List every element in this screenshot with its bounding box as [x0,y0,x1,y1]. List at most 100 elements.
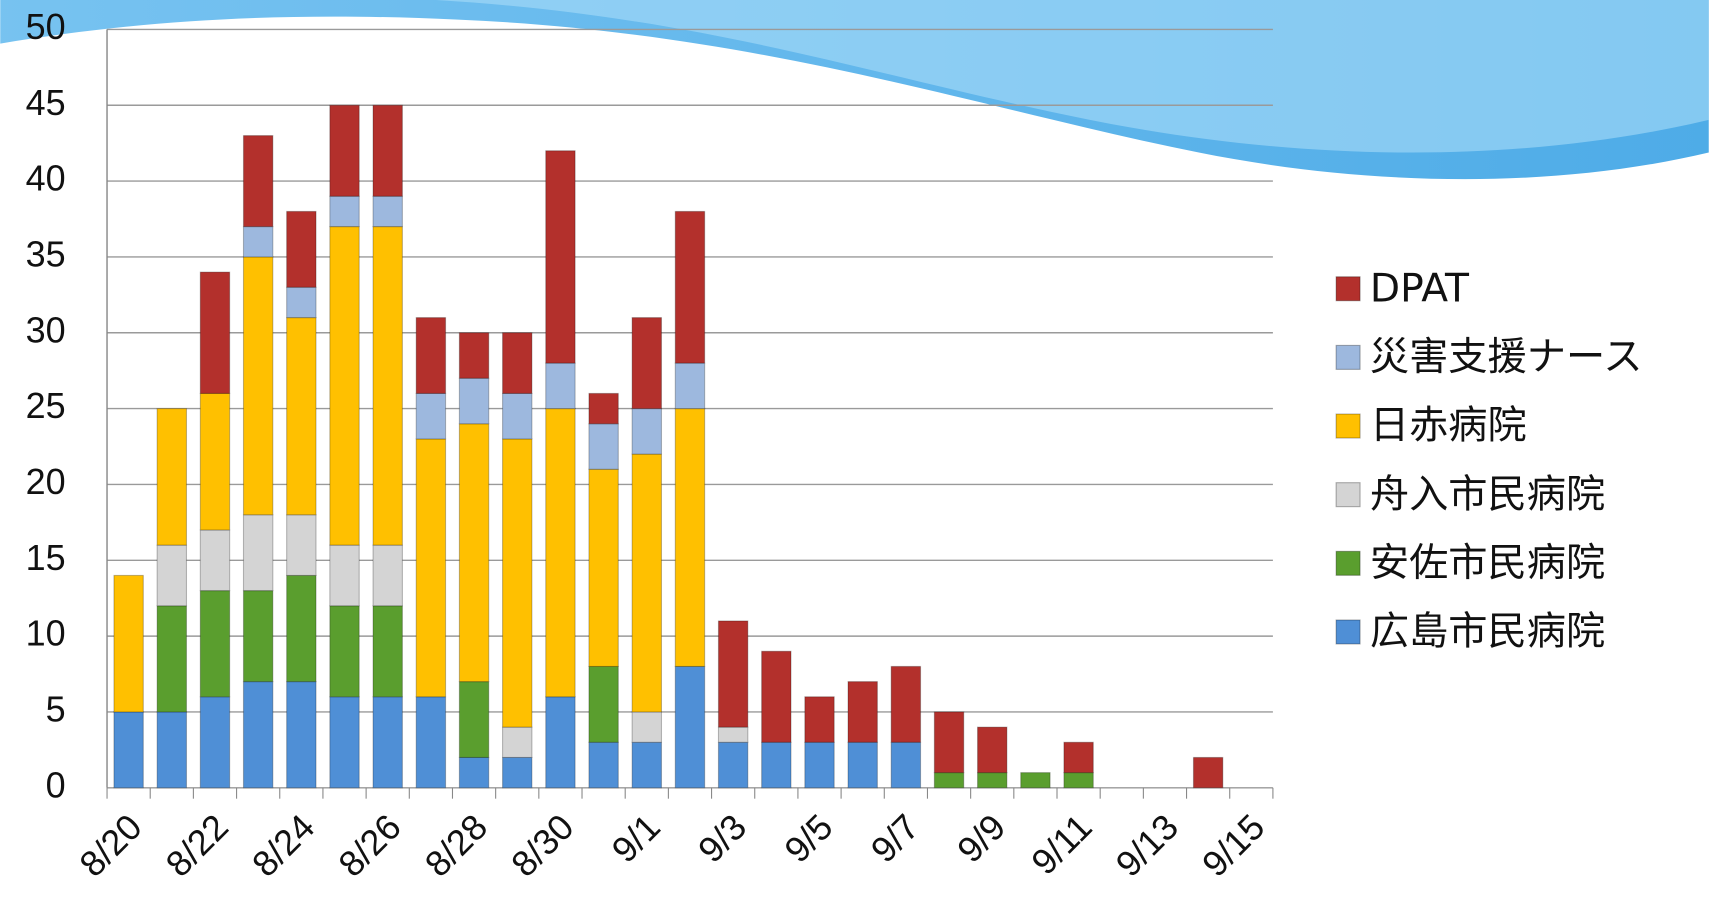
legend-label: DPAT [1370,266,1470,311]
bar-segment [157,409,186,546]
y-tick-label: 15 [26,537,66,578]
bar-segment [200,393,229,530]
legend-swatch [1336,345,1360,369]
bar-segment [632,712,661,742]
x-tick-label: 8/24 [244,806,322,884]
y-tick-label: 20 [26,461,66,502]
bar-segment [546,151,575,363]
bar-segment [503,757,532,787]
bar-segment [200,530,229,591]
legend-swatch [1336,620,1360,644]
bar-segment [848,682,877,743]
bar-segment [589,742,618,788]
bar-segment [416,318,445,394]
bar-segment [287,575,316,681]
legend-swatch [1336,414,1360,438]
bar-segment [243,515,272,591]
bar-segment [243,682,272,788]
x-tick-label: 8/26 [330,806,408,884]
bar-segment [200,591,229,697]
bar-segment [157,606,186,712]
bar-segment [632,318,661,409]
y-tick-label: 5 [46,688,66,729]
bar-segment [243,227,272,257]
legend-swatch [1336,277,1360,301]
x-tick-label: 9/1 [604,806,668,870]
bar-segment [287,515,316,576]
bar-segment [243,136,272,227]
bar-segment [243,257,272,515]
y-tick-label: 25 [26,385,66,426]
bar-segment [287,318,316,515]
bar-segment [589,666,618,742]
bar-segment [373,105,402,196]
x-tick-label: 9/7 [863,806,927,870]
bar-segment [718,621,747,727]
bar-segment [287,287,316,317]
y-tick-label: 50 [26,6,66,47]
bar-segment [762,651,791,742]
bar-segment [459,757,488,787]
bar-segment [330,545,359,606]
x-tick-label: 8/22 [158,806,236,884]
y-tick-label: 0 [46,764,66,805]
bar-segment [330,196,359,226]
bar-segment [200,697,229,788]
x-tick-label: 9/15 [1194,806,1272,884]
bar-segment [373,545,402,606]
bar-segment [1064,742,1093,772]
legend-swatch [1336,551,1360,575]
legend-label: 広島市民病院 [1370,610,1605,655]
x-tick-label: 9/13 [1108,806,1186,884]
bar-segment [978,773,1007,788]
bar-segment [114,712,143,788]
bar-segment [1064,773,1093,788]
bar-segment [373,196,402,226]
bar-segment [632,742,661,788]
x-tick-label: 9/5 [776,806,840,870]
legend-swatch [1336,483,1360,507]
bar-segment [632,409,661,455]
bar-segment [546,363,575,409]
bar-segment [459,333,488,379]
y-tick-label: 10 [26,613,66,654]
bar-segment [503,393,532,439]
bar-segment [330,105,359,196]
x-tick-label: 8/28 [417,806,495,884]
bar-segment [114,575,143,712]
bar-segment [632,454,661,712]
bar-segment [675,211,704,363]
bar-segment [891,666,920,742]
y-tick-label: 45 [26,82,66,123]
bar-segment [934,712,963,773]
bar-segment [589,393,618,423]
bar-segment [157,545,186,606]
bar-segment [848,742,877,788]
bar-segment [373,227,402,546]
bar-segment [546,697,575,788]
bar-segment [459,424,488,682]
bar-segment [589,424,618,470]
bar-segment [891,742,920,788]
bar-segment [503,439,532,727]
bar-segment [546,409,575,697]
legend-label: 災害支援ナース [1370,335,1643,380]
bar-segment [805,697,834,743]
bar-segment [416,439,445,697]
bar-segment [718,742,747,788]
bar-segment [675,409,704,667]
bar-segment [675,363,704,409]
bar-segment [287,211,316,287]
legend-label: 安佐市民病院 [1370,541,1605,586]
y-tick-label: 40 [26,158,66,199]
bar-segment [373,606,402,697]
bar-segment [503,727,532,757]
bar-segment [718,727,747,742]
bar-segment [200,272,229,393]
bar-segment [459,378,488,424]
bar-segment [287,682,316,788]
legend-label: 舟入市民病院 [1370,472,1605,517]
x-tick-label: 9/9 [949,806,1013,870]
bar-segment [805,742,834,788]
bar-segment [934,773,963,788]
